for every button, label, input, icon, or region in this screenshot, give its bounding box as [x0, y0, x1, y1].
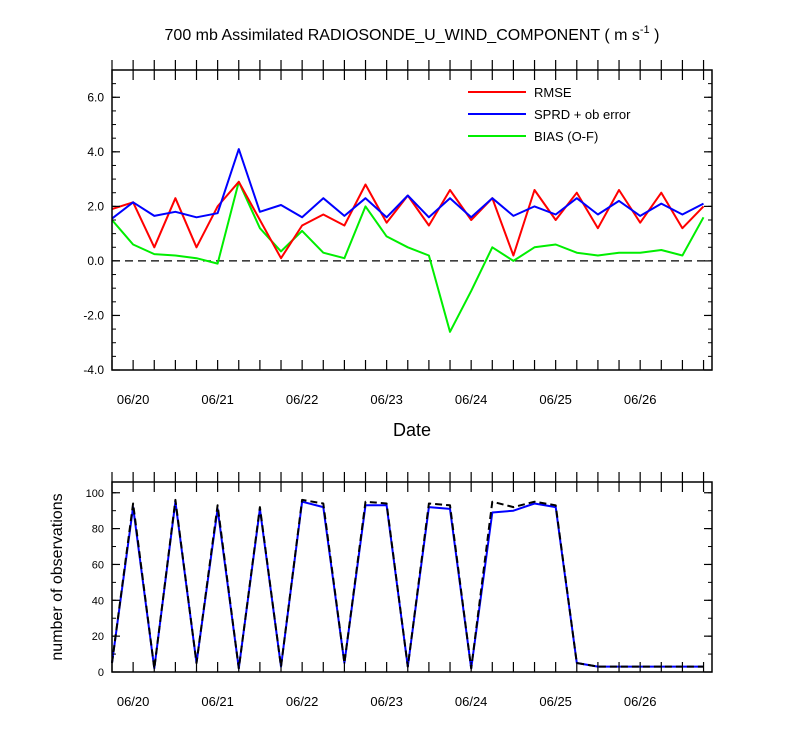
bottom-y-tick-label: 40	[92, 595, 104, 607]
bottom-y-tick-label: 0	[98, 667, 104, 679]
top-y-tick-label: -4.0	[83, 363, 104, 377]
bottom-axis-ticks: 0 20 40 60 80 100 06/20 06/21 06/22 06/23 06/24 06/…	[86, 472, 712, 709]
top-y-tick-label: 2.0	[87, 199, 104, 213]
legend-label-bias-o-f: BIAS (O-F)	[534, 129, 598, 144]
top-series-line-sprd-ob-error	[111, 148, 704, 220]
top-x-tick-label: 06/26	[624, 392, 657, 407]
top-chart-title-superscript: -1	[640, 24, 650, 36]
bottom-series-line-possible	[111, 498, 704, 670]
bottom-x-tick-label: 06/26	[624, 694, 657, 709]
top-plot-area	[111, 148, 712, 333]
legend-label-rmse: RMSE	[534, 85, 572, 100]
top-x-tick-label: 06/25	[539, 392, 572, 407]
legend-label-sprd-ob-error: SPRD + ob error	[534, 107, 631, 122]
top-x-tick-label: 06/23	[370, 392, 403, 407]
bottom-x-tick-label: 06/23	[370, 694, 403, 709]
bottom-plot-frame	[111, 481, 713, 673]
bottom-chart-panel: 0 20 40 60 80 100 06/20 06/21 06/22 06/23 06/24 06/…	[86, 472, 713, 709]
bottom-y-tick-label: 60	[92, 559, 104, 571]
bottom-chart-y-axis-label: number of observations	[49, 493, 66, 660]
top-chart-legend: RMSE SPRD + ob error BIAS (O-F)	[468, 85, 631, 144]
top-chart-panel: -4.0 -2.0 0.0 2.0 4.0 6.0 06/20 06/21 06/22 06/23…	[83, 60, 713, 407]
top-y-tick-label: -2.0	[83, 308, 104, 322]
top-axis-ticks: -4.0 -2.0 0.0 2.0 4.0 6.0 06/20 06/21 06/22 06/23…	[83, 60, 712, 407]
top-chart-title: 700 mb Assimilated RADIOSONDE_U_WIND_COM…	[165, 24, 660, 44]
top-chart-title-end: )	[650, 27, 660, 44]
bottom-plot-area	[111, 498, 704, 670]
bottom-x-tick-label: 06/25	[539, 694, 572, 709]
top-x-tick-label: 06/22	[286, 392, 319, 407]
bottom-y-tick-label: 100	[86, 488, 104, 500]
top-x-tick-label: 06/24	[455, 392, 488, 407]
top-chart-x-axis-label: Date	[393, 420, 431, 440]
bottom-series-line-assimilated	[111, 500, 704, 670]
bottom-x-tick-label: 06/24	[455, 694, 488, 709]
top-x-tick-label: 06/21	[201, 392, 234, 407]
top-y-tick-label: 6.0	[87, 90, 104, 104]
top-chart-title-main: 700 mb Assimilated RADIOSONDE_U_WIND_COM…	[165, 27, 640, 44]
top-y-tick-label: 4.0	[87, 145, 104, 159]
bottom-x-tick-label: 06/20	[117, 694, 150, 709]
bottom-x-tick-label: 06/22	[286, 694, 319, 709]
bottom-x-tick-label: 06/21	[201, 694, 234, 709]
bottom-y-tick-label: 20	[92, 631, 104, 643]
bottom-y-tick-label: 80	[92, 524, 104, 536]
top-series-line-bias-o-f	[111, 180, 705, 333]
top-x-tick-label: 06/20	[117, 392, 150, 407]
top-y-tick-label: 0.0	[87, 254, 104, 268]
